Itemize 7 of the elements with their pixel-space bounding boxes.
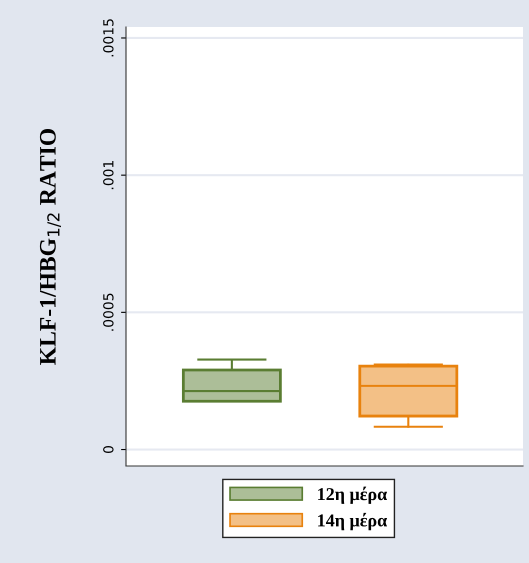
y-axis-title: KLF-1/HBG$_{1/2}$ RATIO xyxy=(40,128,61,365)
y-tick-label: .0005 xyxy=(103,294,114,331)
y-tick-label: .001 xyxy=(103,160,114,190)
legend-label: 14η μέρα xyxy=(318,512,388,530)
y-tick-label: .0015 xyxy=(103,19,114,56)
legend-label: 12η μέρα xyxy=(318,486,388,504)
y-tick-label: 0 xyxy=(103,446,114,454)
